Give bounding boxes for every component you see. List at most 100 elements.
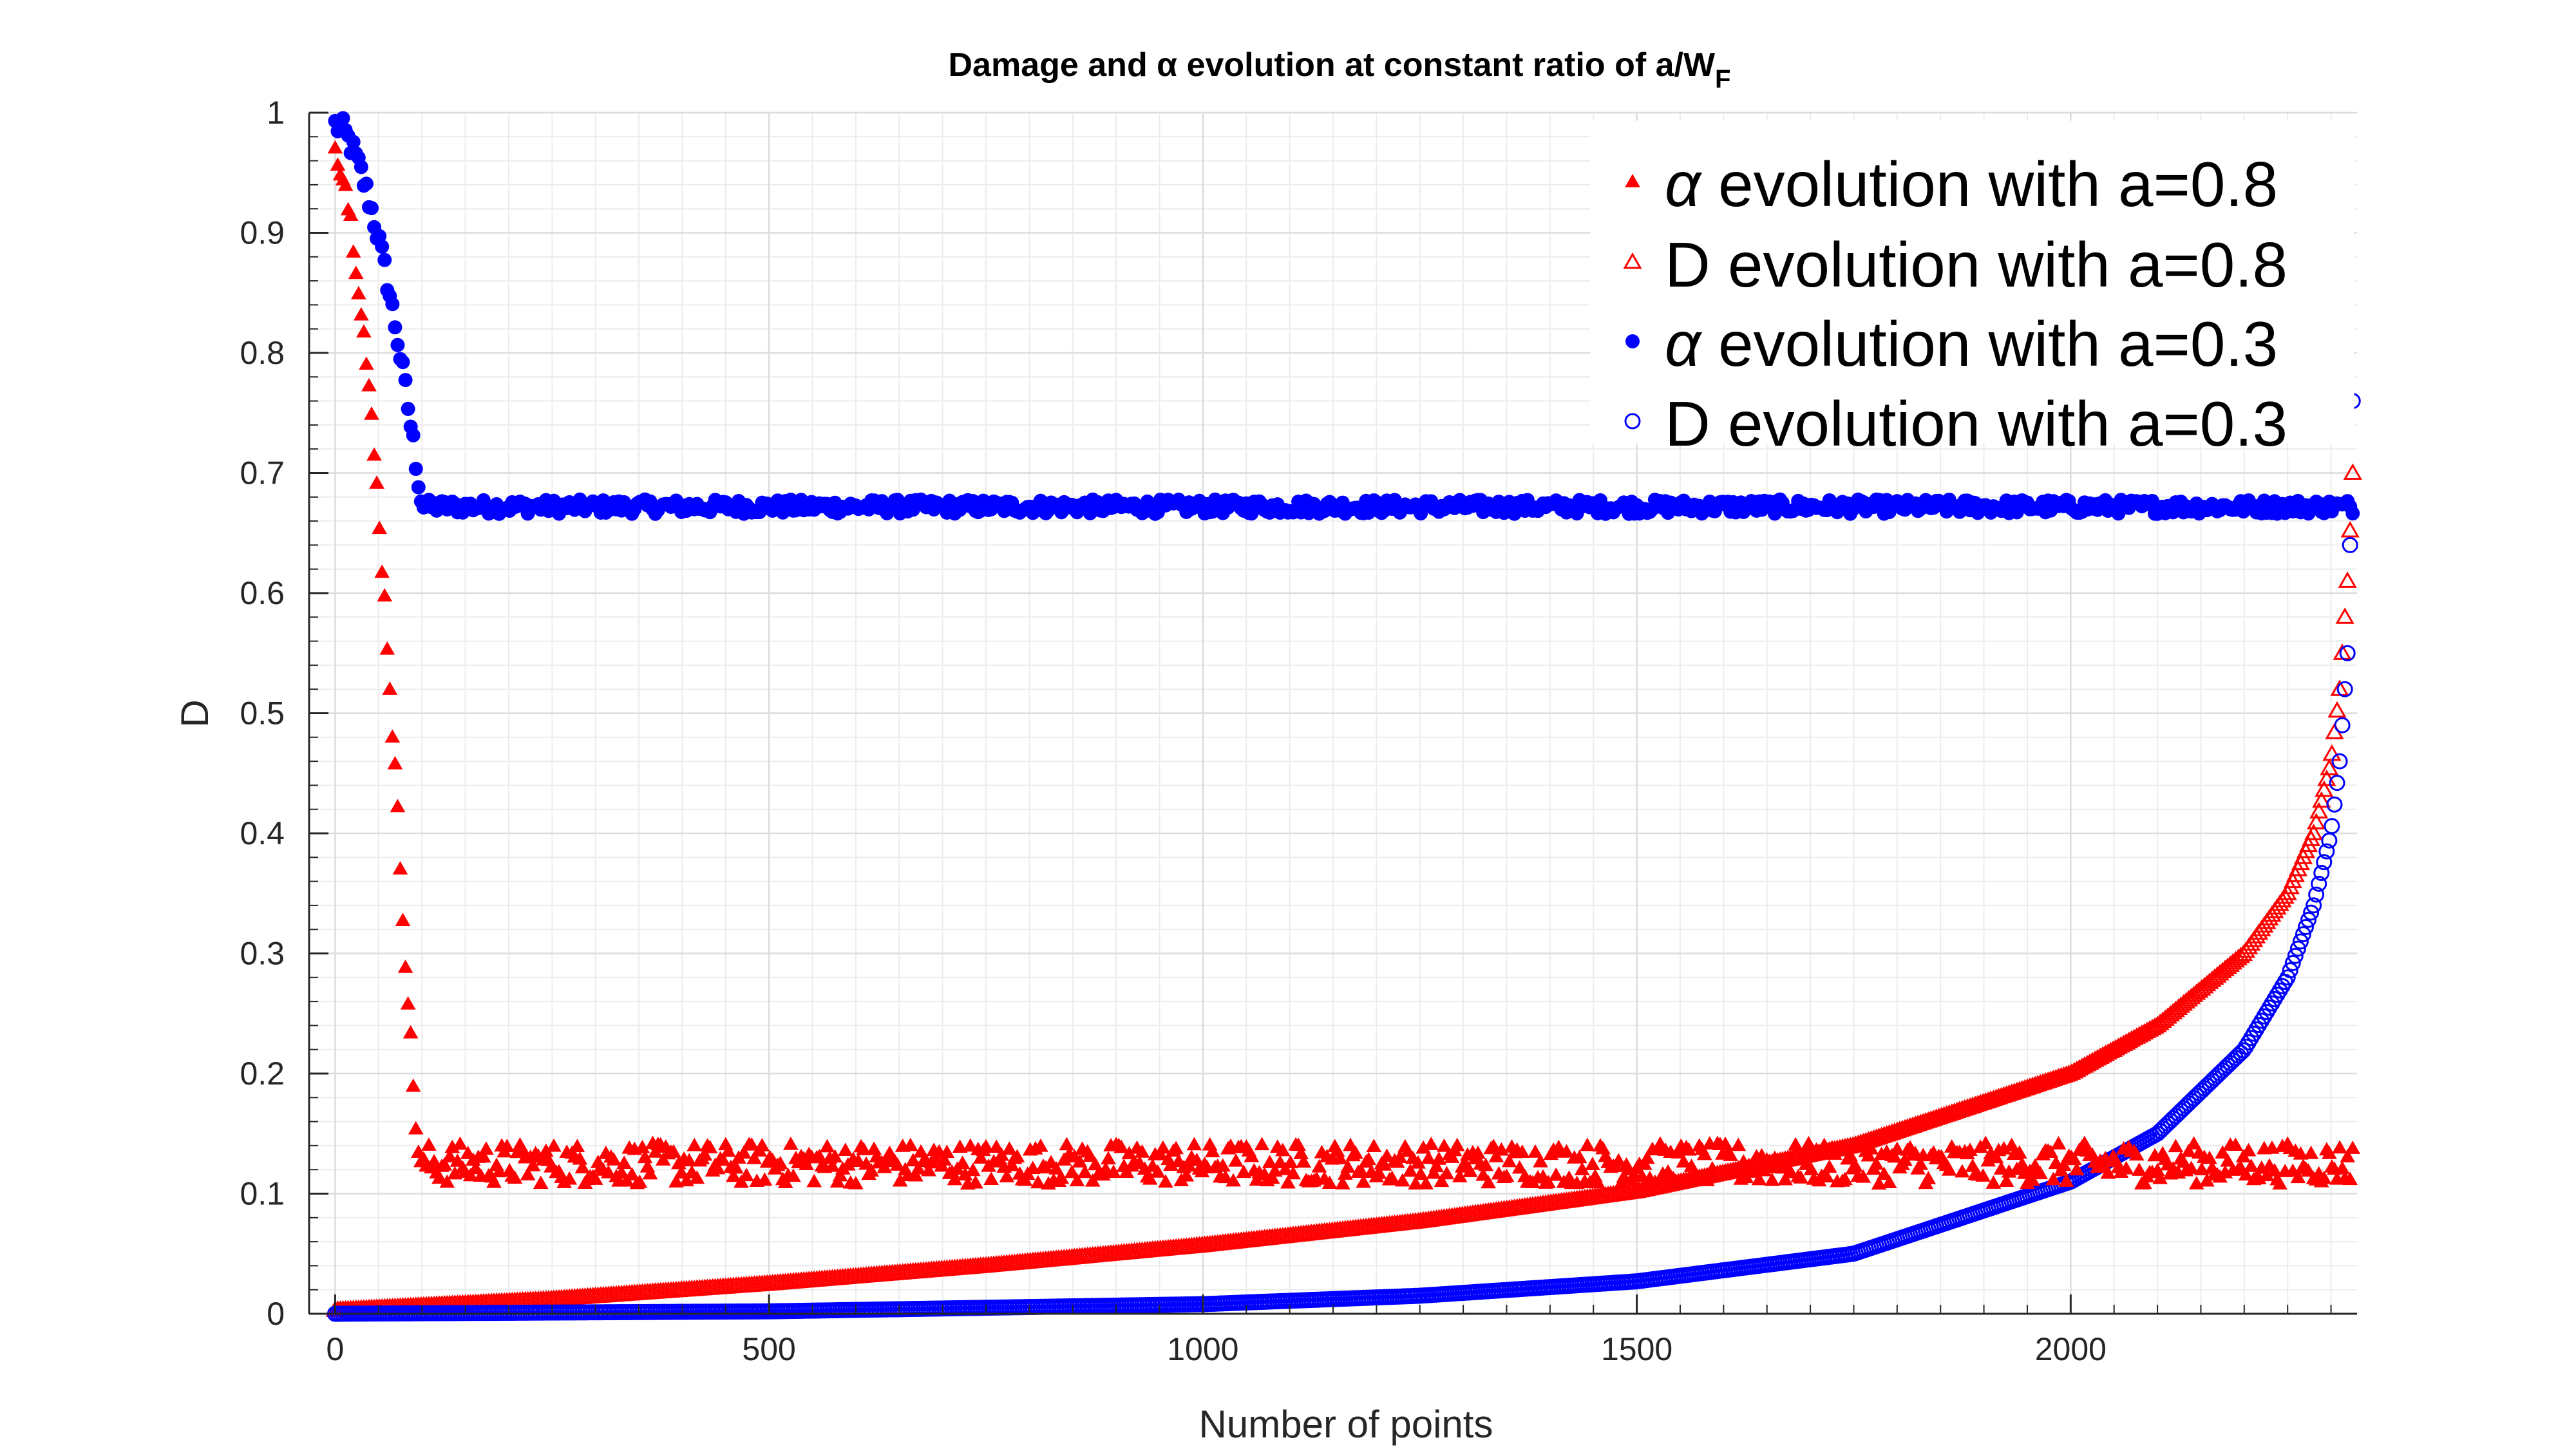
data-point — [398, 373, 413, 388]
x-tick-label: 1000 — [1167, 1331, 1238, 1367]
data-point — [2318, 843, 2335, 860]
data-point — [1668, 1175, 1684, 1189]
data-point — [350, 286, 366, 299]
data-point — [587, 1171, 603, 1185]
data-point — [1236, 1164, 1252, 1179]
data-point — [1332, 1150, 1348, 1164]
data-point — [2238, 1167, 2254, 1181]
data-point — [408, 462, 423, 477]
data-point — [2066, 1151, 2082, 1166]
data-point — [2287, 947, 2304, 964]
data-point — [1204, 1144, 1220, 1158]
data-point — [710, 1160, 726, 1175]
data-point — [1285, 1166, 1301, 1180]
data-point — [365, 201, 379, 216]
data-point — [1098, 1161, 1113, 1175]
data-point — [2228, 1137, 2244, 1151]
data-point — [2308, 886, 2325, 903]
data-point — [2331, 753, 2348, 770]
data-point — [375, 240, 390, 254]
chart-title: Damage and α evolution at constant ratio… — [949, 46, 1731, 93]
y-tick-label: 0.2 — [240, 1056, 285, 1092]
data-point — [1881, 1175, 1897, 1188]
data-point — [1764, 1172, 1780, 1186]
data-point — [2128, 1147, 2145, 1161]
data-point — [973, 1150, 989, 1164]
data-point — [2313, 865, 2330, 882]
data-point — [1179, 1168, 1195, 1182]
data-point — [744, 1137, 760, 1151]
data-point — [2282, 962, 2298, 979]
data-point — [2118, 1160, 2134, 1175]
data-point — [2284, 954, 2301, 971]
data-point — [372, 229, 387, 243]
data-point — [343, 207, 359, 221]
data-point — [1371, 1165, 1387, 1179]
data-point — [811, 1148, 828, 1162]
data-point — [1218, 1170, 1233, 1184]
data-point — [1426, 1165, 1442, 1179]
legend-marker — [1623, 252, 1642, 269]
data-point — [1142, 1171, 1158, 1185]
data-point — [624, 1167, 640, 1180]
data-point — [746, 1150, 762, 1164]
data-point — [356, 324, 372, 338]
data-point — [1410, 1155, 1426, 1169]
data-point — [2345, 506, 2360, 521]
data-point — [1215, 1158, 1231, 1172]
data-point — [1571, 1150, 1587, 1164]
data-point — [848, 1176, 864, 1189]
data-point — [2264, 1140, 2280, 1154]
x-axis-label: Number of points — [1199, 1403, 1493, 1446]
data-point — [782, 1136, 799, 1150]
data-point — [1101, 1151, 1116, 1165]
data-point — [1189, 1152, 1205, 1166]
data-point — [2332, 1140, 2347, 1154]
data-point — [1783, 1164, 1798, 1179]
data-point — [856, 1141, 871, 1155]
data-point — [1376, 1157, 1392, 1171]
data-point — [689, 1170, 705, 1184]
data-point — [1434, 1173, 1450, 1188]
data-point — [1501, 1153, 1517, 1168]
data-point — [2316, 854, 2333, 871]
data-point — [947, 1171, 963, 1186]
data-point — [837, 1142, 853, 1157]
data-point — [1528, 1144, 1543, 1158]
data-point — [2220, 1153, 2236, 1167]
data-point — [1889, 1141, 1905, 1155]
legend-entry-text: evolution with a=0.8 — [1710, 229, 2287, 300]
data-point — [702, 1139, 718, 1153]
x-tick-label: 1500 — [1601, 1331, 1672, 1367]
data-point — [1707, 1165, 1723, 1179]
data-point — [1718, 1136, 1733, 1150]
data-point — [400, 996, 416, 1010]
data-point — [377, 588, 393, 602]
data-point — [965, 1162, 981, 1177]
data-point — [475, 1149, 491, 1163]
data-point — [421, 1137, 437, 1151]
data-point — [697, 1147, 713, 1161]
data-point — [2032, 1166, 2049, 1180]
x-tick-label: 500 — [742, 1331, 795, 1367]
data-point — [2267, 1163, 2282, 1177]
y-tick-label: 0.8 — [240, 335, 285, 371]
data-point — [1871, 1176, 1887, 1190]
data-point — [1064, 1164, 1080, 1179]
data-point — [437, 1157, 453, 1171]
data-point — [1988, 1150, 2004, 1164]
data-point — [954, 1155, 971, 1170]
data-point — [666, 1144, 681, 1158]
data-point — [377, 252, 392, 267]
data-point — [405, 1078, 421, 1092]
data-point — [546, 1138, 562, 1152]
data-point — [967, 1175, 983, 1189]
data-point — [411, 480, 426, 495]
data-point — [1514, 1144, 1530, 1158]
data-point — [2340, 1149, 2356, 1162]
data-point — [1321, 1175, 1338, 1189]
data-point — [1343, 1137, 1358, 1151]
data-point — [452, 1136, 468, 1150]
data-point — [726, 1168, 741, 1182]
